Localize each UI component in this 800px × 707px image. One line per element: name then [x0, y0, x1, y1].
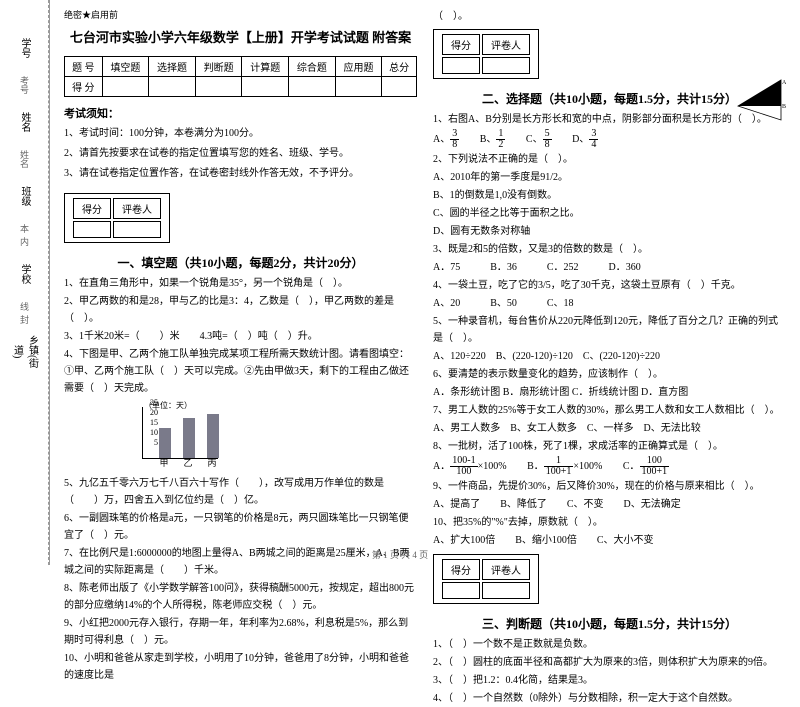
- th-3: 判断题: [195, 57, 242, 77]
- q2-8: 8、一批树，活了100株，死了1棵，求成活率的正确算式是（ ）。: [433, 438, 786, 455]
- q2-7: 7、男工人数的25%等于女工人数的30%，那么男工人数和女工人数相比（ ）。: [433, 402, 786, 419]
- q2-9: 9、一件商品，先提价30%，后又降价30%，现在的价格与原来相比（ ）。: [433, 478, 786, 495]
- notice-block: 1、考试时间：100分钟，本卷满分为100分。 2、请首先按要求在试卷的指定位置…: [64, 125, 417, 183]
- notice-2: 2、请首先按要求在试卷的指定位置填写您的姓名、班级、学号。: [64, 145, 417, 163]
- q1-4: 4、下图是甲、乙两个施工队单独完成某项工程所需天数统计图。请看图填空：①甲、乙两…: [64, 346, 417, 397]
- dash-line: [48, 0, 49, 565]
- q2-9o: A、提高了 B、降低了 C、不变 D、无法确定: [433, 496, 786, 513]
- q1-8: 8、陈老师出版了《小学数学解答100问》，获得稿酬5000元，按规定，超出800…: [64, 580, 417, 614]
- q2-5o: A、120÷220 B、(220-120)÷120 C、(220-120)÷22…: [433, 348, 786, 365]
- q2-8o: A．100-1100×100% B．1100+1×100% C．100100+1: [433, 456, 786, 477]
- row2-label: 得 分: [65, 77, 103, 97]
- section1-questions: 1、在直角三角形中，如果一个锐角是35°，另一个锐角是（ ）。 2、甲乙两数的和…: [64, 275, 417, 684]
- q1-6: 6、一副圆珠笔的价格是a元，一只钢笔的价格是8元，两只圆珠笔比一只钢笔便宜了（ …: [64, 510, 417, 544]
- th-2: 选择题: [149, 57, 196, 77]
- section3-questions: 1、（ ）一个数不是正数就是负数。 2、（ ）圆柱的底面半径和高都扩大为原来的3…: [433, 636, 786, 707]
- bar-乙: [183, 418, 195, 458]
- triangle-figure: AB: [736, 78, 786, 123]
- th-7: 总分: [382, 57, 417, 77]
- th-1: 填空题: [102, 57, 149, 77]
- q2-7o: A、男工人数多 B、女工人数多 C、一样多 D、无法比较: [433, 420, 786, 437]
- margin-field-class: 班级: [17, 176, 32, 216]
- q2-5: 5、一种录音机，每台售价从220元降低到120元，降低了百分之几？正确的列式是（…: [433, 313, 786, 347]
- notice-1: 1、考试时间：100分钟，本卷满分为100分。: [64, 125, 417, 143]
- binding-margin: 学号 考号 姓名 姓名 班级 本 内 学校 线 封 乡镇(街道): [0, 0, 50, 565]
- q1-1: 1、在直角三角形中，如果一个锐角是35°，另一个锐角是（ ）。: [64, 275, 417, 292]
- q2-2: 2、下列说法不正确的是（ ）。: [433, 151, 786, 168]
- margin-sub-3: 内: [18, 237, 31, 246]
- q2-1: 1、右图A、B分别是长方形长和宽的中点，阴影部分面积是长方形的（ ）。: [433, 111, 786, 128]
- q2-6: 6、要清楚的表示数量变化的趋势，应该制作（ ）。: [433, 366, 786, 383]
- margin-sub-2: 本: [18, 224, 31, 233]
- left-column: 绝密★启用前 七台河市实验小学六年级数学【上册】开学考试试题 附答案 题 号 填…: [56, 8, 425, 557]
- notice-3: 3、请在试卷指定位置作答，在试卷密封线外作答无效，不予评分。: [64, 165, 417, 183]
- bar-甲: [159, 428, 171, 458]
- q1-10: 10、小明和爸爸从家走到学校，小明用了10分钟，爸爸用了8分钟，小明和爸爸的速度…: [64, 650, 417, 684]
- margin-sub-4: 线: [18, 302, 31, 311]
- chart-frame: 25 20 15 10 5: [142, 407, 218, 459]
- q2-4: 4、一袋土豆，吃了它的3/5，吃了30千克，这袋土豆原有（ ）千克。: [433, 277, 786, 294]
- margin-sub-1: 姓名: [18, 150, 31, 168]
- eval-box-1: 得分评卷人: [64, 193, 170, 243]
- q1-3: 3、1千米20米=（ ）米 4.3吨=（ ）吨（ ）升。: [64, 328, 417, 345]
- th-6: 应用题: [335, 57, 382, 77]
- score-table: 题 号 填空题 选择题 判断题 计算题 综合题 应用题 总分 得 分: [64, 56, 417, 97]
- notice-title: 考试须知：: [64, 105, 417, 121]
- svg-text:B: B: [782, 104, 786, 110]
- cont-line: （ ）。: [433, 8, 786, 25]
- q2-10: 10、把35%的"%"去掉，原数就（ ）。: [433, 514, 786, 531]
- q3-4: 4、（ ）一个自然数（0除外）与分数相除，积一定大于这个自然数。: [433, 690, 786, 707]
- q1-5: 5、九亿五千零六万七千八百六十写作（ ），改写成用万作单位的数是（ ）万，四舍五…: [64, 475, 417, 509]
- bar-chart: （单位：天） 25 20 15 10 5 甲乙丙: [124, 401, 224, 471]
- q2-2a: A、2010年的第一季度是91/2。: [433, 169, 786, 186]
- margin-sub-5: 封: [18, 315, 31, 324]
- q2-3: 3、既是2和5的倍数，又是3的倍数的数是（ ）。: [433, 241, 786, 258]
- margin-field-town: 乡镇(街道): [10, 332, 40, 372]
- section3-title: 三、判断题（共10小题，每题1.5分，共计15分）: [433, 615, 786, 632]
- section2-questions: 1、右图A、B分别是长方形长和宽的中点，阴影部分面积是长方形的（ ）。 A、38…: [433, 111, 786, 549]
- q3-1: 1、（ ）一个数不是正数就是负数。: [433, 636, 786, 653]
- margin-field-id: 学号: [17, 28, 32, 68]
- exam-title: 七台河市实验小学六年级数学【上册】开学考试试题 附答案: [64, 27, 417, 46]
- section2-title: 二、选择题（共10小题，每题1.5分，共计15分）: [433, 90, 786, 107]
- right-column: （ ）。 得分评卷人 二、选择题（共10小题，每题1.5分，共计15分） AB …: [425, 8, 794, 557]
- page-footer: 第 1 页 共 4 页: [0, 548, 800, 561]
- q2-4o: A、20 B、50 C、18: [433, 295, 786, 312]
- svg-text:A: A: [782, 80, 786, 86]
- th-0: 题 号: [65, 57, 103, 77]
- q1-9: 9、小红把2000元存入银行，存期一年，年利率为2.68%，利息税是5%，那么到…: [64, 615, 417, 649]
- bar-丙: [207, 414, 219, 458]
- q2-10o: A、扩大100倍 B、缩小100倍 C、大小不变: [433, 532, 786, 549]
- q1-2: 2、甲乙两数的和是28，甲与乙的比是3：4，乙数是（ ），甲乙两数的差是（ ）。: [64, 293, 417, 327]
- q2-2c: C、圆的半径之比等于面积之比。: [433, 205, 786, 222]
- eval-box-3: 得分评卷人: [433, 554, 539, 604]
- margin-field-school: 学校: [17, 254, 32, 294]
- q2-3o: A．75 B．36 C．252 D．360: [433, 259, 786, 276]
- margin-field-name: 姓名: [17, 102, 32, 142]
- q2-2b: B、1的倒数是1,0没有倒数。: [433, 187, 786, 204]
- content-area: 绝密★启用前 七台河市实验小学六年级数学【上册】开学考试试题 附答案 题 号 填…: [50, 0, 800, 565]
- margin-sub-0: 考号: [18, 76, 31, 94]
- q3-3: 3、（ ）把1.2：0.4化简，结果是3。: [433, 672, 786, 689]
- q2-2d: D、圆有无数条对称轴: [433, 223, 786, 240]
- th-4: 计算题: [242, 57, 289, 77]
- q2-6o: A．条形统计图 B．扇形统计图 C．折线统计图 D．直方图: [433, 384, 786, 401]
- th-5: 综合题: [289, 57, 336, 77]
- eval-box-2: 得分评卷人: [433, 29, 539, 79]
- q2-1-opts: A、38 B、12 C、58 D、34: [433, 129, 786, 150]
- section1-title: 一、填空题（共10小题，每题2分，共计20分）: [64, 254, 417, 271]
- q3-2: 2、（ ）圆柱的底面半径和高都扩大为原来的3倍，则体积扩大为原来的9倍。: [433, 654, 786, 671]
- secret-label: 绝密★启用前: [64, 8, 417, 21]
